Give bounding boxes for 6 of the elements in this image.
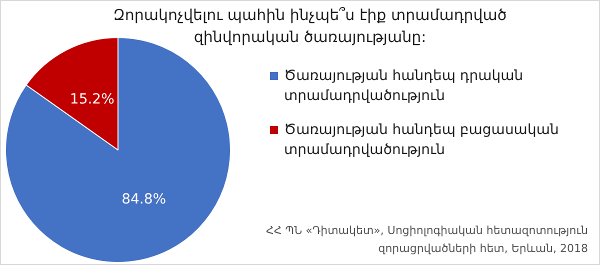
legend-label: Ծառայության հանդեպ դրական տրամադրվածություն	[284, 67, 524, 106]
data-label: 84.8%	[122, 192, 166, 208]
chart-title: Զորակոչվելու պահին ինչպե՞ս էիք տրամադրված զինվորական ծառայությանը:	[112, 5, 508, 48]
text: ՀՀ ՊՆ «Դիտակետ», Սոցիոլոգիական հետազոտություն զորացրվածների հետ, Երևան, 2018	[265, 223, 588, 257]
legend-label: Ծառայության հանդեպ բացասական տրամադրվածություն	[284, 121, 560, 160]
data-label: 15.2%	[70, 92, 114, 108]
